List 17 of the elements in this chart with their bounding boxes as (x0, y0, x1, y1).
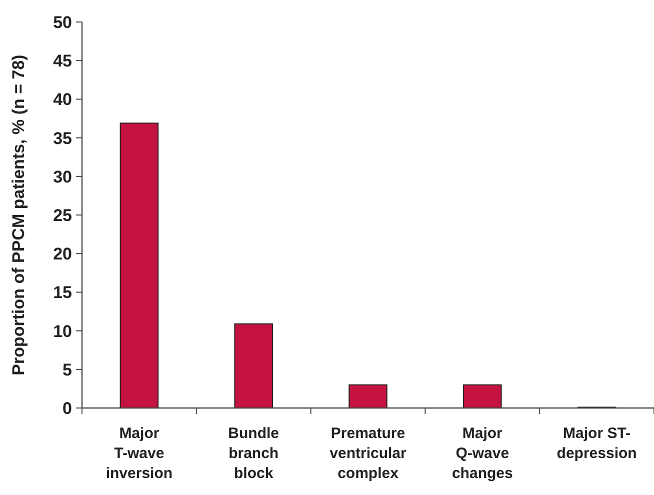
y-tick-label: 10 (53, 322, 72, 341)
x-tick-label: Major ST- depression (556, 425, 637, 462)
y-tick-label: 30 (53, 167, 72, 186)
y-tick-label: 15 (53, 283, 72, 302)
x-tick-label: Major Q-wave changes (452, 425, 513, 482)
y-tick-label: 5 (62, 360, 72, 380)
y-tick-label: 0 (62, 398, 72, 418)
y-tick-label: 40 (53, 90, 72, 110)
y-tick-label: 20 (53, 244, 72, 264)
y-tick-label: 50 (53, 12, 72, 32)
y-axis-title: Proportion of PPCM patients, % (n = 78) (9, 54, 28, 376)
x-tick-label: Major T-wave inversion (106, 425, 173, 482)
y-tick-label: 45 (53, 52, 72, 71)
y-tick-label: 25 (53, 206, 72, 225)
x-tick-label: Premature ventricular complex (330, 425, 407, 482)
x-tick-label: Bundle branch block (228, 425, 280, 482)
y-tick-label: 35 (53, 128, 72, 148)
